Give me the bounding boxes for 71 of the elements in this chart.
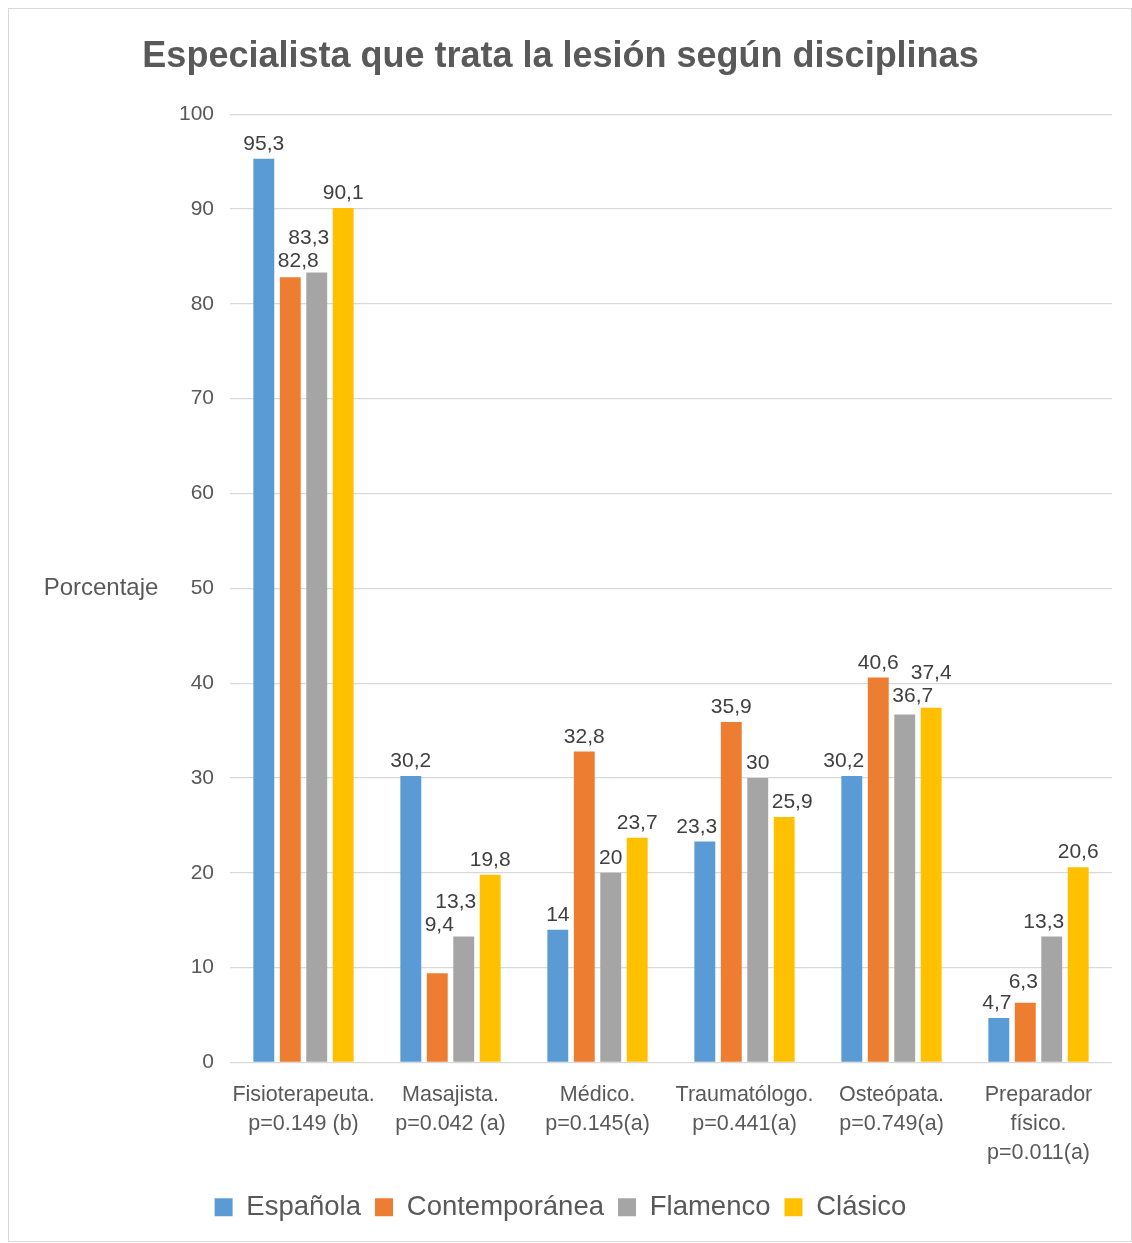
bar <box>400 776 422 1062</box>
chart-title: Especialista que trata la lesión según disciplinas <box>142 33 979 75</box>
bar <box>1014 1002 1036 1062</box>
y-tick-label: 10 <box>190 954 214 978</box>
y-tick-label: 0 <box>202 1049 214 1073</box>
y-tick-label: 90 <box>190 195 214 219</box>
data-label: 83,3 <box>288 224 330 248</box>
y-tick-label: 50 <box>190 575 214 599</box>
x-tick-label: Osteópata. p=0.749(a) <box>838 1081 945 1135</box>
y-tick-label: 40 <box>190 669 214 693</box>
bar <box>573 751 595 1062</box>
bar <box>547 929 569 1062</box>
x-tick-label: Masajista. p=0.042 (a) <box>395 1081 506 1135</box>
data-label: 82,8 <box>277 247 319 271</box>
bar <box>1041 936 1063 1062</box>
bar <box>747 778 769 1062</box>
y-tick-label: 70 <box>190 385 214 409</box>
bar <box>894 714 916 1062</box>
data-label: 6,3 <box>1008 969 1038 993</box>
data-label: 9,4 <box>424 911 455 935</box>
data-label: 25,9 <box>771 789 813 813</box>
bar <box>600 872 622 1062</box>
x-tick-label: Traumatólogo. p=0.441(a) <box>675 1081 814 1135</box>
bar <box>453 936 475 1062</box>
data-label: 13,3 <box>1023 908 1065 932</box>
bar <box>426 973 448 1062</box>
y-tick-label: 60 <box>190 480 214 504</box>
data-label: 23,7 <box>616 810 658 834</box>
bar <box>332 208 354 1062</box>
bar <box>988 1017 1010 1062</box>
data-label: 90,1 <box>322 180 364 204</box>
data-label: 20 <box>599 845 623 869</box>
data-label: 40,6 <box>857 649 899 673</box>
bar <box>841 776 863 1062</box>
bar <box>306 272 328 1062</box>
bar <box>920 707 942 1062</box>
data-label: 30 <box>746 750 770 774</box>
data-label: 13,3 <box>435 888 477 912</box>
data-label: 14 <box>546 902 570 926</box>
bar <box>1067 867 1089 1062</box>
data-label: 36,7 <box>892 682 934 706</box>
bar <box>694 841 716 1062</box>
data-label: 32,8 <box>563 723 605 747</box>
y-axis-title: Porcentaje <box>43 572 159 600</box>
x-tick-label: Fisioterapeuta. p=0.149 (b) <box>232 1081 375 1135</box>
data-label: 23,3 <box>676 813 718 837</box>
bar <box>479 874 501 1062</box>
data-label: 30,2 <box>823 748 865 772</box>
y-tick-label: 30 <box>190 764 214 788</box>
bar <box>253 158 275 1062</box>
bar <box>867 677 889 1062</box>
legend-label: Contemporánea <box>406 1189 605 1221</box>
bar <box>279 277 301 1062</box>
data-label: 20,6 <box>1057 839 1099 863</box>
data-label: 35,9 <box>710 694 752 718</box>
data-label: 95,3 <box>243 131 285 155</box>
bar <box>720 722 742 1062</box>
y-tick-label: 100 <box>178 101 214 124</box>
bar <box>773 816 795 1062</box>
x-tick-label: Médico. p=0.145(a) <box>545 1081 650 1135</box>
y-tick-label: 80 <box>190 290 214 314</box>
legend-label: Clásico <box>816 1189 907 1221</box>
data-label: 30,2 <box>390 748 432 772</box>
data-label: 4,7 <box>982 990 1012 1014</box>
bar <box>626 837 648 1062</box>
data-label: 37,4 <box>910 660 952 684</box>
x-tick-label: Preparador físico. p=0.011(a) <box>984 1081 1093 1164</box>
legend-label: Española <box>246 1189 362 1221</box>
data-label: 19,8 <box>469 847 511 871</box>
y-tick-label: 20 <box>190 859 214 883</box>
legend-label: Flamenco <box>649 1189 771 1221</box>
